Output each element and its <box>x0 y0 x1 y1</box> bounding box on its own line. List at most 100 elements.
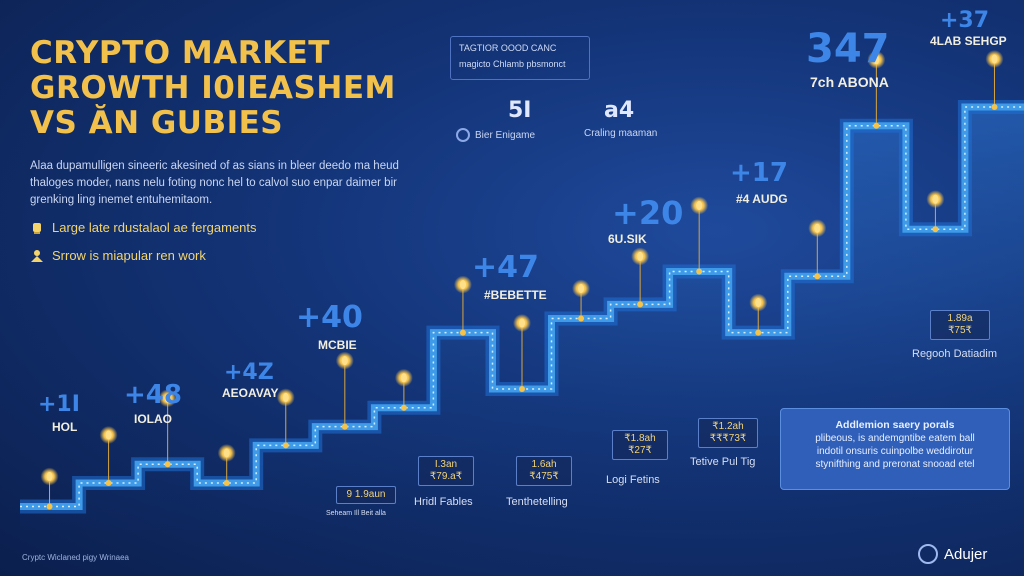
data-point <box>873 122 880 129</box>
bullet-item: Large late rdustalaol ae fergaments <box>30 220 257 235</box>
lamp-bulb-icon <box>105 430 112 440</box>
lamp-bulb-icon <box>696 201 703 210</box>
callout-label: IOLAO <box>134 412 172 426</box>
stat-label-text: Bier Enigame <box>475 129 536 141</box>
value-box: 1.6ah ₹475₹ <box>516 456 572 486</box>
info-line-2: magicto Chlamb pbsmonct <box>459 59 566 69</box>
data-point <box>164 461 171 468</box>
callout-label: #BEBETTE <box>484 288 547 302</box>
stat-value: 5I <box>508 98 532 123</box>
value-box: 9 1.9aun <box>336 486 396 504</box>
data-point <box>105 480 112 486</box>
lamp-bulb-icon <box>400 373 407 383</box>
data-point <box>400 404 407 411</box>
value-box-caption: Tenthetelling <box>506 496 568 508</box>
callout-value: +20 <box>612 194 684 232</box>
callout-value: +37 <box>940 8 990 33</box>
page-title: CRYPTO MARKET GROWTH I0IEASHEM VS ĂN GUB… <box>30 36 450 141</box>
lamp-bulb-icon <box>519 318 525 328</box>
title-line-1: CRYPTO MARKET <box>30 35 330 71</box>
brand-name: Adujer <box>944 545 988 563</box>
bullet-text: Srrow is miapular ren work <box>52 248 206 263</box>
value-box-top: 9 1.9aun <box>346 489 386 500</box>
value-box-top: ₹1.2ah <box>712 421 744 432</box>
data-point <box>519 386 525 392</box>
person-icon <box>31 249 43 262</box>
lamp-bulb-icon <box>814 223 821 233</box>
brand[interactable]: Adujer <box>918 544 987 564</box>
value-box-top: 1.89a <box>947 313 973 324</box>
bullet-item: Srrow is miapular ren work <box>30 248 206 263</box>
info-box: TAGTIOR OOOD CANC magicto Chlamb pbsmonc… <box>450 36 590 80</box>
data-point <box>637 301 644 308</box>
note-line: stynifthing and preronat snooad etel <box>815 459 975 470</box>
value-box-top: I.3an <box>434 459 458 470</box>
value-box: I.3an ₹79.a₹ <box>418 456 474 486</box>
callout-label: HOL <box>52 420 78 434</box>
value-box-bottom: ₹75₹ <box>948 325 972 336</box>
callout-value: +4Z <box>224 360 274 385</box>
callout-label: 4LAB SEHGP <box>930 34 1007 48</box>
value-box-bottom: ₹79.a₹ <box>429 471 463 482</box>
callout-value: +48 <box>124 380 182 410</box>
lamp-bulb-icon <box>164 393 171 403</box>
value-box-bottom: ₹475₹ <box>529 471 559 482</box>
data-point <box>282 442 289 449</box>
value-box: ₹1.8ah ₹27₹ <box>612 430 668 460</box>
lamp-bulb-icon <box>637 251 644 261</box>
data-point <box>696 268 703 275</box>
data-point <box>341 423 348 430</box>
lamp-bulb-icon <box>223 448 230 458</box>
callout-value: +47 <box>472 250 539 285</box>
data-point <box>755 329 762 336</box>
data-point <box>223 480 230 486</box>
data-point <box>814 273 821 280</box>
lamp-bulb-icon <box>282 392 289 402</box>
chart-area <box>20 107 1024 530</box>
description-line: Alaa dupamulligen sineeric akesined of a… <box>30 160 399 172</box>
callout-label: 7ch ABONA <box>810 74 889 90</box>
callout-value: +17 <box>730 158 788 188</box>
callout-label: MCBIE <box>318 338 357 352</box>
title-line-2: GROWTH I0IEASHEM <box>30 70 396 106</box>
callout-value: +1I <box>38 392 80 417</box>
value-box-caption: Tetive Pul Tig <box>690 456 756 468</box>
note-panel: Addlemion saery porals plibeous, is ande… <box>780 408 1010 490</box>
lamp-bulb-icon <box>459 280 466 290</box>
stat-value: a4 <box>604 98 635 123</box>
footer-text: Cryptc Wiclaned pigy Wrinaea <box>22 553 130 562</box>
value-box-caption: Logi Fetins <box>606 474 660 486</box>
lamp-bulb-icon <box>873 55 880 65</box>
value-box-bottom: ₹₹₹73₹ <box>709 433 747 444</box>
value-box-top: ₹1.8ah <box>624 433 656 444</box>
title-line-3: VS ĂN GUBIES <box>30 105 284 141</box>
data-point <box>46 503 53 510</box>
note-line: plibeous, is andemgntibe eatem ball <box>815 433 975 444</box>
description-line: grenking ling inemet entuhemitaom. <box>30 194 213 206</box>
lamp-bulb-icon <box>932 194 939 204</box>
callout-label: AEOAVAY <box>222 386 279 400</box>
callout-label: 6U.SIK <box>608 232 647 246</box>
description: Alaa dupamulligen sineeric akesined of a… <box>30 158 450 209</box>
value-box: 1.89a ₹75₹ <box>930 310 990 340</box>
bullet-text: Large late rdustalaol ae fergaments <box>52 220 257 235</box>
value-box-caption: Regooh Datiadim <box>912 348 997 360</box>
info-line-1: TAGTIOR OOOD CANC <box>459 43 557 53</box>
lamp-bulb-icon <box>991 54 998 64</box>
value-box-bottom: ₹27₹ <box>628 445 652 456</box>
stat-label: Craling maaman <box>584 128 658 139</box>
note-heading: Addlemion saery porals <box>835 419 955 431</box>
lamp-icon <box>33 222 41 234</box>
value-box-caption: Hridl Fables <box>414 496 473 508</box>
lamp-bulb-icon <box>46 472 53 481</box>
lamp-bulb-icon <box>341 356 348 366</box>
globe-icon <box>918 544 938 564</box>
lamp-bulb-icon <box>755 298 762 308</box>
ring-icon <box>456 128 470 142</box>
description-line: thaloges moder, nans nelu foting nonc he… <box>30 177 397 189</box>
value-box: ₹1.2ah ₹₹₹73₹ <box>698 418 758 448</box>
data-point <box>578 315 585 322</box>
lamp-bulb-icon <box>578 284 585 293</box>
value-box-top: 1.6ah <box>531 459 557 470</box>
